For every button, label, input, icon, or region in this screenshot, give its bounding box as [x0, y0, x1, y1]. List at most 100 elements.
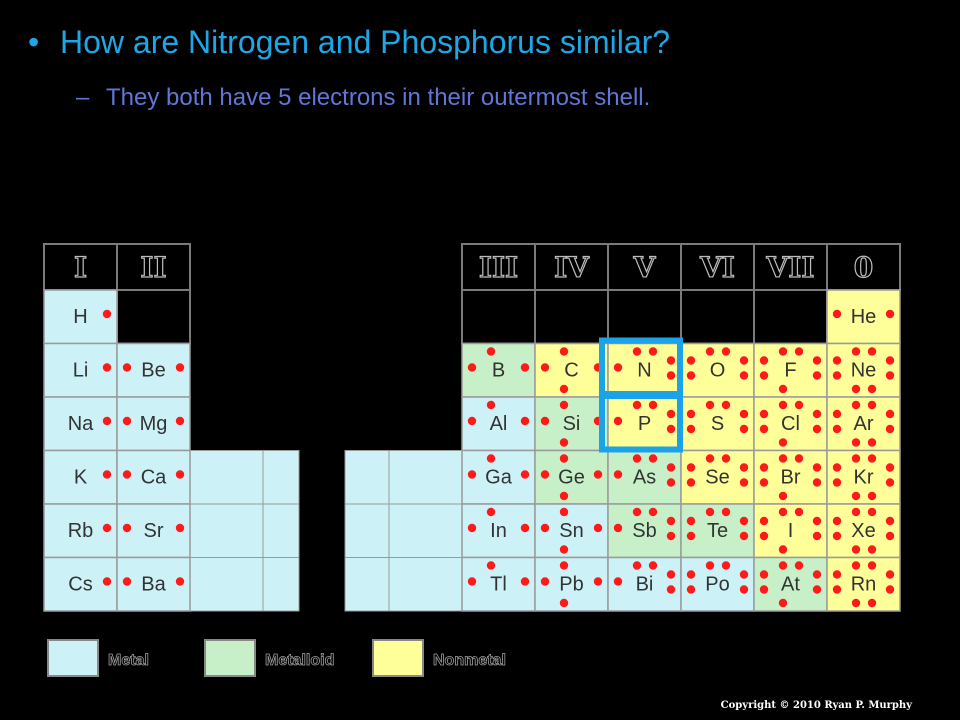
electron-dot — [832, 309, 842, 319]
electron-dot — [721, 454, 731, 463]
electron-dot — [812, 356, 822, 365]
electron-dot — [885, 570, 895, 579]
empty-cell — [753, 289, 828, 345]
electron-dot — [851, 598, 861, 608]
electron-dot — [686, 516, 696, 526]
electron-dot — [632, 400, 642, 410]
transition-metal-block — [388, 503, 463, 558]
element-cell-o — [680, 342, 755, 398]
group-header-label: III — [479, 251, 518, 284]
electron-dot — [867, 438, 877, 447]
electron-dot — [885, 585, 895, 594]
electron-dot — [632, 347, 642, 356]
element-symbol: H — [73, 306, 87, 328]
group-header-label: VII — [766, 251, 815, 284]
element-symbol: C — [564, 360, 578, 382]
electron-dot — [832, 531, 842, 541]
electron-dot — [832, 356, 842, 365]
electron-dot — [559, 561, 569, 570]
electron-dot — [520, 577, 530, 586]
electron-dot — [666, 463, 676, 472]
electron-dot — [778, 347, 788, 356]
slide-subtitle: – They both have 5 electrons in their out… — [76, 84, 650, 112]
electron-dot — [739, 424, 749, 434]
transition-metal-block — [388, 557, 463, 612]
legend-swatch-nonmetal — [372, 639, 424, 677]
transition-metal-block — [189, 503, 264, 558]
element-symbol: Be — [141, 360, 165, 382]
electron-dot — [486, 507, 496, 517]
title-text: How are Nitrogen and Phosphorus similar? — [60, 24, 671, 60]
electron-dot — [486, 347, 496, 356]
electron-dot — [778, 438, 788, 447]
electron-dot — [867, 545, 877, 554]
electron-dot — [559, 507, 569, 517]
electron-dot — [520, 416, 530, 426]
legend-swatch-metal — [47, 639, 99, 677]
element-symbol: Xe — [851, 520, 875, 542]
transition-metal-block — [262, 450, 300, 505]
element-symbol: Tl — [490, 574, 507, 596]
electron-dot — [739, 570, 749, 579]
element-symbol: Ar — [854, 413, 874, 435]
electron-dot — [832, 463, 842, 472]
element-symbol: Sr — [144, 520, 164, 542]
electron-dot — [867, 400, 877, 410]
electron-dot — [759, 531, 769, 541]
electron-dot — [721, 347, 731, 356]
electron-dot — [666, 409, 676, 419]
electron-dot — [559, 347, 569, 356]
electron-dot — [648, 347, 658, 356]
electron-dot — [794, 561, 804, 570]
element-symbol: Ca — [141, 467, 167, 489]
element-symbol: At — [781, 574, 800, 596]
electron-dot — [739, 463, 749, 472]
electron-dot — [812, 531, 822, 541]
group-header-box — [753, 243, 828, 291]
electron-dot — [832, 516, 842, 526]
element-cell-cl — [753, 396, 828, 452]
electron-dot — [778, 491, 788, 501]
electron-dot — [520, 523, 530, 533]
electron-dot — [832, 424, 842, 434]
element-symbol: Ne — [851, 360, 877, 382]
transition-metal-block — [262, 503, 300, 558]
element-symbol: In — [490, 520, 507, 542]
electron-dot — [540, 470, 550, 479]
electron-dot — [759, 585, 769, 594]
electron-dot — [705, 561, 715, 570]
electron-dot — [486, 561, 496, 570]
electron-dot — [885, 463, 895, 472]
element-symbol: N — [637, 360, 651, 382]
bullet-marker: • — [28, 24, 40, 60]
empty-cell — [534, 289, 609, 345]
electron-dot — [721, 561, 731, 570]
empty-cell — [461, 289, 536, 345]
electron-dot — [559, 400, 569, 410]
electron-dot — [739, 531, 749, 541]
electron-dot — [559, 454, 569, 463]
element-symbol: Te — [707, 520, 728, 542]
transition-metal-block — [262, 557, 300, 612]
electron-dot — [812, 585, 822, 594]
electron-dot — [832, 371, 842, 380]
element-symbol: Kr — [854, 467, 874, 489]
electron-dot — [851, 545, 861, 554]
element-cell-i — [753, 503, 828, 559]
electron-dot — [851, 347, 861, 356]
electron-dot — [467, 577, 477, 586]
electron-dot — [867, 384, 877, 394]
electron-dot — [593, 523, 603, 533]
electron-dot — [705, 347, 715, 356]
electron-dot — [540, 523, 550, 533]
electron-dot — [540, 577, 550, 586]
electron-dot — [613, 416, 623, 426]
electron-dot — [721, 400, 731, 410]
electron-dot — [705, 400, 715, 410]
electron-dot — [666, 371, 676, 380]
highlight-box-p — [599, 391, 683, 453]
electron-dot — [885, 309, 895, 319]
group-header-label: 0 — [854, 251, 873, 284]
legend-label-metal: Metal — [108, 652, 149, 669]
electron-dot — [632, 454, 642, 463]
